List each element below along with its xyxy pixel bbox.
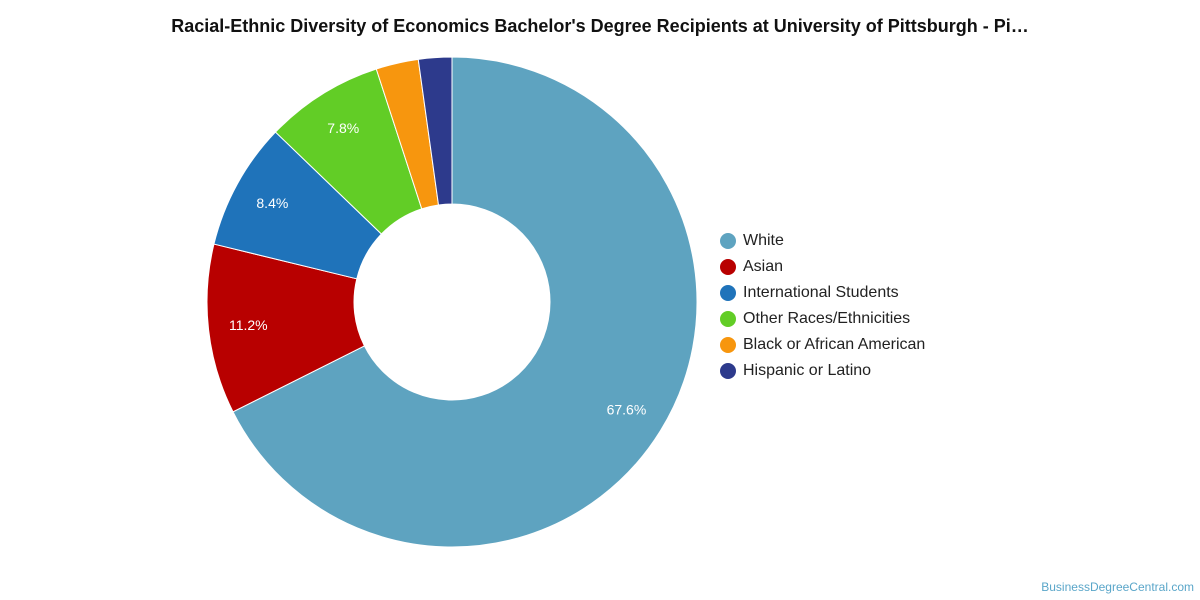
legend-swatch [720, 363, 736, 379]
data-label: 67.6% [607, 402, 647, 418]
chart-legend: White Asian International Students Other Ra… [720, 228, 925, 384]
data-labels-group: 67.6% 11.2% 8.4% 7.8% [229, 120, 646, 417]
legend-label: White [743, 232, 784, 249]
data-label: 7.8% [327, 120, 359, 136]
legend-label: Other Races/Ethnicities [743, 310, 911, 327]
chart-title: Racial-Ethnic Diversity of Economics Bac… [171, 16, 1029, 36]
legend-swatch [720, 337, 736, 353]
legend-item[interactable]: International Students [720, 280, 925, 306]
legend-label: Hispanic or Latino [743, 362, 872, 379]
legend-item[interactable]: Other Races/Ethnicities [720, 306, 925, 332]
legend-item[interactable]: White [720, 228, 925, 254]
legend-swatch [720, 233, 736, 249]
legend-swatch [720, 259, 736, 275]
legend-swatch [720, 285, 736, 301]
legend-label: Black or African American [743, 336, 926, 353]
slice-hispanic-or-latino[interactable] [417, 56, 453, 206]
legend-label: International Students [743, 284, 899, 301]
legend-label: Asian [743, 258, 784, 275]
legend-item[interactable]: Hispanic or Latino [720, 358, 925, 384]
slice-asian[interactable] [206, 243, 366, 413]
slice-white[interactable] [232, 56, 698, 548]
slices-group [206, 56, 698, 548]
source-credit[interactable]: BusinessDegreeCentral.com [1041, 580, 1194, 594]
legend-swatch [720, 311, 736, 327]
legend-item[interactable]: Black or African American [720, 332, 925, 358]
data-label: 8.4% [256, 195, 288, 211]
data-label: 11.2% [229, 317, 268, 333]
legend-item[interactable]: Asian [720, 254, 925, 280]
